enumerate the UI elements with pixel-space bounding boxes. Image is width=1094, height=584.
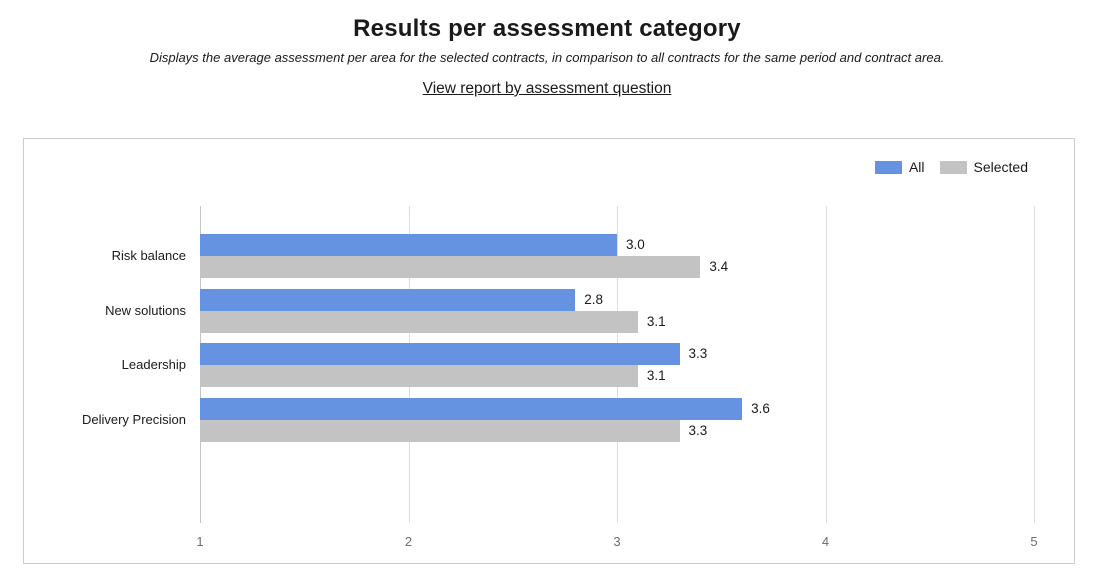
bar-value-label: 3.6 [751,401,770,416]
gridline [825,206,827,523]
bar-value-label: 3.1 [646,368,666,383]
legend-label: All [908,159,925,175]
chart-container: All Selected 1 2 3 4 5 Risk balance 3.0 3.4 New s… [23,138,1075,564]
bar-value-label: 2.8 [584,292,604,307]
bar-all[interactable] [200,398,743,420]
x-axis-tick-label: 1 [196,534,204,549]
category-label: New solutions [105,303,186,318]
bar-selected[interactable] [200,256,701,278]
page-subtitle: Displays the average assessment per area… [149,50,945,65]
report-header: Results per assessment category Displays… [0,15,1094,98]
bar-selected[interactable] [200,311,638,333]
bar-value-label: 3.1 [646,314,666,329]
page-title: Results per assessment category [353,15,741,42]
plot-area: 1 2 3 4 5 Risk balance 3.0 3.4 New solutions 2.8 3… [82,206,1038,549]
legend-swatch-icon [874,160,902,174]
x-axis-tick-label: 2 [404,534,413,549]
legend-item-all: All [874,159,925,175]
x-axis-tick-label: 4 [821,534,830,549]
bar-group-new-solutions: New solutions 2.8 3.1 [105,289,1034,333]
bar-all[interactable] [200,234,617,256]
bar-selected[interactable] [200,420,680,442]
bar-value-label: 3.0 [626,237,645,252]
bar-group-leadership: Leadership 3.3 3.1 [122,343,1034,387]
category-label: Delivery Precision [81,412,186,427]
bar-group-risk-balance: Risk balance 3.0 3.4 [112,234,1034,278]
bar-value-label: 3.3 [688,346,708,361]
category-label: Risk balance [111,248,186,263]
category-label: Leadership [121,357,186,372]
x-axis-tick-label: 3 [613,534,621,549]
chart-legend: All Selected [874,159,1028,175]
legend-item-selected: Selected [939,159,1028,175]
bar-value-label: 3.3 [688,423,708,438]
legend-label: Selected [973,159,1028,175]
legend-swatch-icon [939,160,967,174]
x-axis-tick-label: 5 [1030,534,1038,549]
bar-all[interactable] [200,343,680,365]
bar-value-label: 3.4 [709,259,729,274]
bar-selected[interactable] [200,365,638,387]
bar-group-delivery-precision: Delivery Precision 3.6 3.3 [82,398,1034,442]
gridline [1034,206,1035,523]
view-report-link[interactable]: View report by assessment question [422,80,672,97]
bar-all[interactable] [200,289,576,311]
